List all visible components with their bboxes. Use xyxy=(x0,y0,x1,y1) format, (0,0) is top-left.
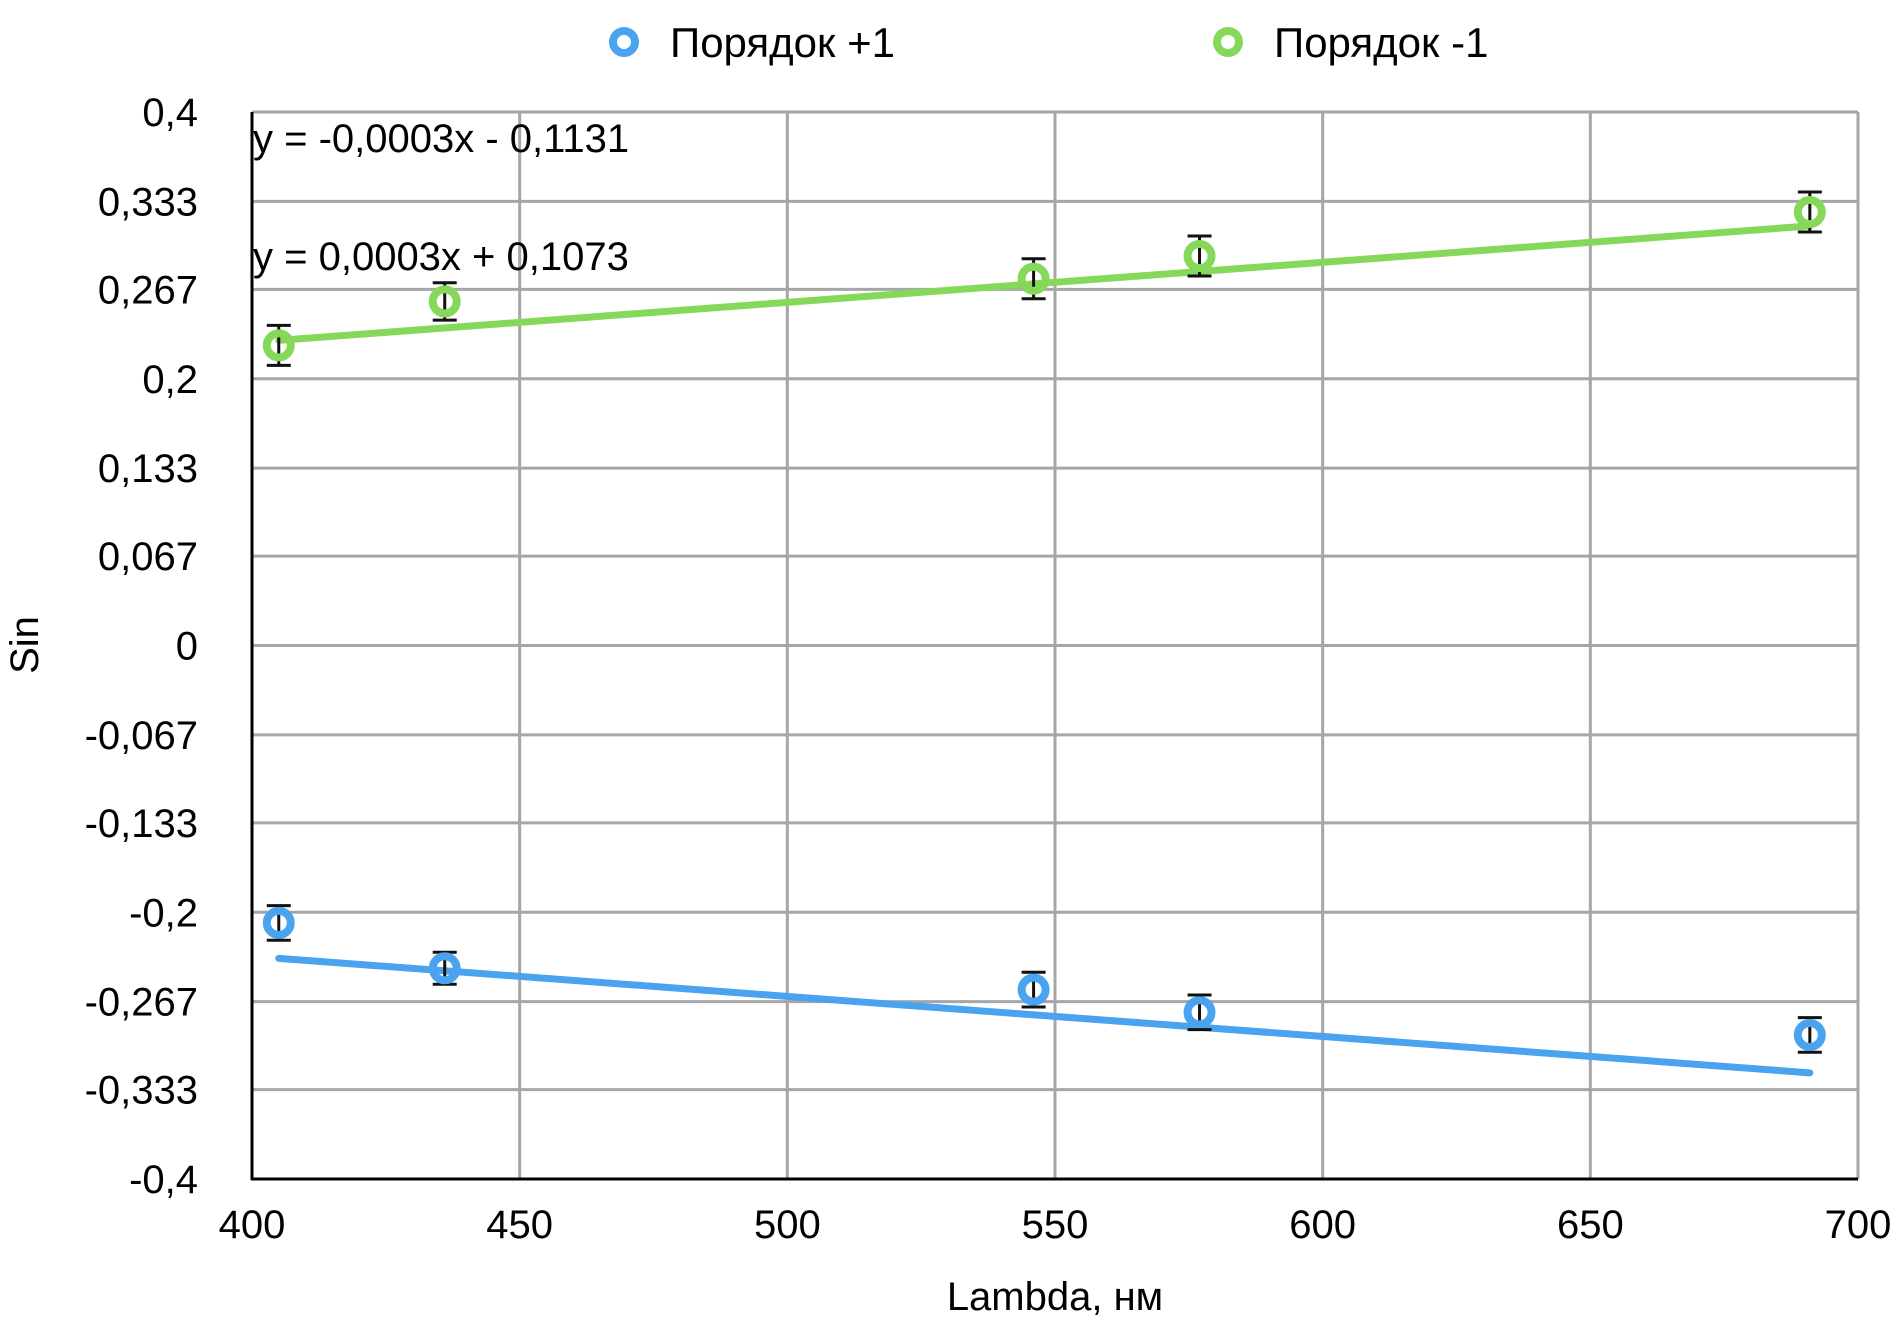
data-point-series-1 xyxy=(1017,973,1050,1006)
x-tick-label: 400 xyxy=(219,1203,286,1247)
data-point-series-2 xyxy=(1793,196,1826,229)
trendline-series-1 xyxy=(275,954,1814,1077)
legend-label-series-2: Порядок -1 xyxy=(1274,19,1488,66)
data-points xyxy=(262,196,1826,1051)
data-point-series-2 xyxy=(262,329,295,362)
trendline-equation-2: y = 0,0003x + 0,1073 xyxy=(253,235,629,279)
y-tick-label: -0,2 xyxy=(129,891,198,935)
data-point-series-1 xyxy=(428,952,461,985)
tick-labels: 400 450 500 550 600 650 700 0,4 0,333 0,267 0,2 0,1… xyxy=(85,91,1892,1247)
y-axis-title: Sin xyxy=(3,616,47,674)
x-axis-title: Lambda, нм xyxy=(947,1275,1163,1319)
y-tick-label: 0,067 xyxy=(98,535,198,579)
y-tick-label: 0,4 xyxy=(142,91,198,135)
y-tick-label: -0,267 xyxy=(85,981,198,1025)
data-point-series-2 xyxy=(1017,262,1050,295)
y-tick-label: 0 xyxy=(176,625,198,669)
legend-marker-series-2 xyxy=(1213,27,1243,57)
y-tick-label: 0,267 xyxy=(98,268,198,312)
trendline-equation-1: y = -0,0003x - 0,1131 xyxy=(253,117,629,161)
x-tick-label: 650 xyxy=(1557,1203,1624,1247)
data-point-series-2 xyxy=(1183,240,1216,273)
legend-marker-series-1 xyxy=(609,27,639,57)
legend-label-series-1: Порядок +1 xyxy=(670,19,895,66)
x-tick-label: 500 xyxy=(754,1203,821,1247)
y-tick-label: -0,133 xyxy=(85,802,198,846)
data-point-series-1 xyxy=(1183,996,1216,1029)
axes xyxy=(250,112,1858,1181)
y-tick-label: 0,333 xyxy=(98,180,198,224)
y-tick-label: 0,2 xyxy=(142,358,198,402)
y-tick-label: -0,333 xyxy=(85,1069,198,1113)
data-point-series-2 xyxy=(428,285,461,318)
x-tick-label: 600 xyxy=(1289,1203,1356,1247)
data-point-series-1 xyxy=(1793,1018,1826,1051)
legend: Порядок +1 Порядок -1 xyxy=(609,19,1488,66)
x-tick-label: 450 xyxy=(486,1203,553,1247)
y-tick-label: 0,133 xyxy=(98,447,198,491)
y-tick-label: -0,4 xyxy=(129,1158,198,1202)
y-tick-label: -0,067 xyxy=(85,714,198,758)
x-tick-label: 700 xyxy=(1825,1203,1892,1247)
grid xyxy=(252,110,1860,1179)
data-point-series-1 xyxy=(262,906,295,939)
x-tick-label: 550 xyxy=(1022,1203,1089,1247)
